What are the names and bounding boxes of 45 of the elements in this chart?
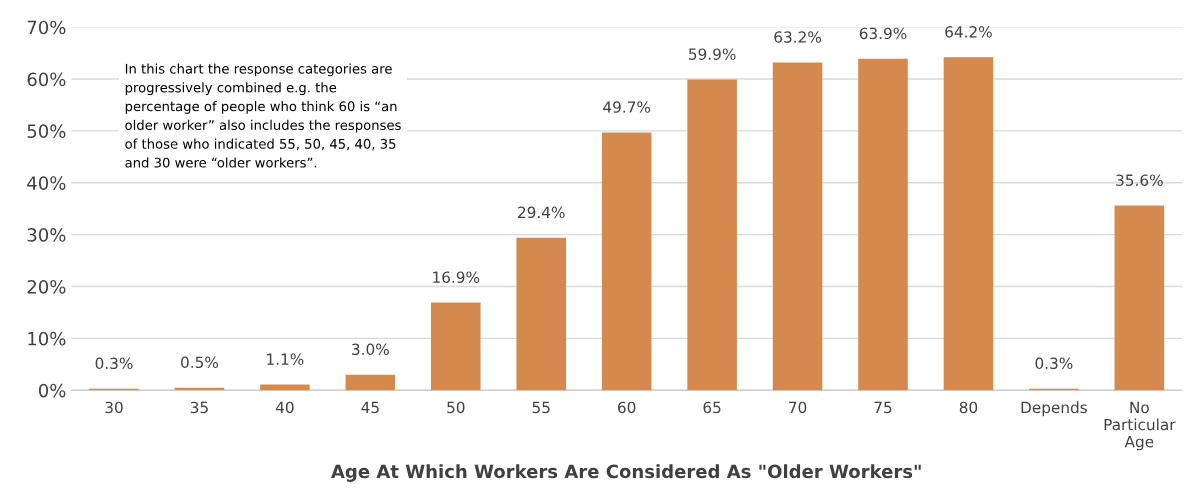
x-tick-label: 50 [447,401,465,414]
x-tick-label: No Particular Age [1104,401,1176,451]
x-tick-label: 45 [361,401,379,414]
y-tick-label: 20% [27,279,66,294]
y-tick-label: 0% [38,383,66,398]
x-tick-label: 35 [190,401,208,414]
data-label: 1.1% [267,353,304,365]
x-tick-label: 55 [532,401,550,414]
x-tick-label: 80 [959,401,978,414]
bar [687,79,737,391]
bar [345,374,396,391]
data-label: 59.9% [689,48,736,60]
data-label: 64.2% [945,26,992,38]
x-tick-label: 60 [618,401,636,414]
x-tick-label: Depends [1021,401,1087,417]
data-label: 35.6% [1116,174,1163,186]
data-label: 49.7% [603,101,651,113]
bar [516,237,566,391]
x-tick-label: 70 [789,401,807,414]
data-label: 0.5% [181,356,219,369]
x-tick-label: 40 [275,401,294,414]
y-tick-label: 10% [28,331,66,346]
data-label: 3.0% [352,343,389,356]
y-tick-label: 50% [27,124,66,139]
bar [943,57,994,391]
bar [858,58,908,391]
y-tick-label: 60% [27,72,66,87]
annotation: In this chart the response categories are progressively combined e.g. the percentage of people who think 60 is “an older worker” also includes the responses of those who indicated 55, 50, 45, 40, 35 and 30 were “older workers”. [125,63,401,168]
data-label: 63.9% [859,27,907,40]
y-tick-label: 70% [27,20,66,35]
y-tick-label: 40% [27,176,66,190]
bar [1114,205,1165,391]
x-tick-label: 30 [105,401,123,414]
data-label: 0.3% [1035,357,1073,370]
data-label: 63.2% [774,31,821,43]
bar [772,62,823,391]
x-tick-label: 75 [874,401,892,414]
data-label: 0.3% [95,357,133,370]
x-axis-title: Age At Which Workers Are Considered As "Older Workers" [331,464,921,482]
bar [431,302,481,391]
y-tick-label: 30% [27,228,66,242]
bar [601,132,652,391]
x-tick-label: 65 [703,401,721,414]
data-label: 29.4% [518,206,565,219]
data-label: 16.9% [433,271,480,283]
